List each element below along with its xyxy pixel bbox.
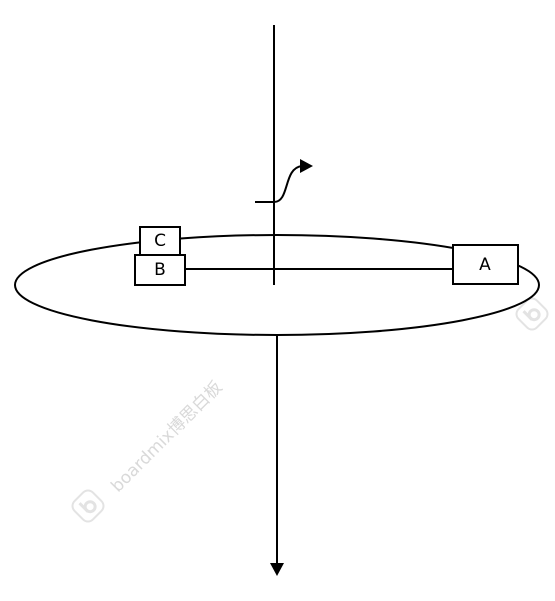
watermark-logo-icon bbox=[71, 489, 105, 523]
block-c: C bbox=[139, 226, 181, 256]
axis-arrowhead-down-icon bbox=[270, 563, 284, 576]
rotation-arrowhead-icon bbox=[300, 159, 313, 173]
watermark-logo-edge-icon bbox=[515, 297, 549, 331]
rotation-curve-arrow bbox=[255, 165, 303, 203]
block-b: B bbox=[134, 254, 186, 286]
block-b-label: B bbox=[154, 260, 166, 280]
block-a-label: A bbox=[479, 255, 491, 275]
block-c-label: C bbox=[154, 231, 166, 251]
watermark-text: boardmix博思白板 bbox=[107, 377, 226, 496]
block-a: A bbox=[452, 244, 519, 285]
